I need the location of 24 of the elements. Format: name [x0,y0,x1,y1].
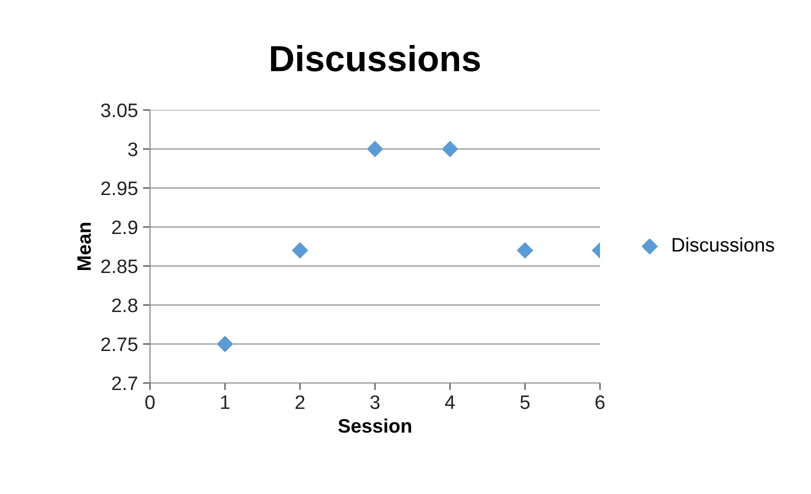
y-tick-label: 3 [128,142,138,156]
y-tick-label: 3.05 [101,103,138,118]
point [366,140,384,158]
x-tick-label: 1 [221,396,230,409]
x-tick-label: 2 [296,395,304,409]
point [292,242,308,259]
y-tick-label: 2.95 [101,181,138,196]
x-tick-label: 4 [445,396,455,409]
y-tick-label: 2.85 [101,259,138,274]
legend-label: Discussions [672,237,774,252]
y-tick-label: 2.75 [101,337,138,352]
x-tick-label: 3 [370,395,380,410]
y-tick-label: 2.9 [112,220,138,234]
point [216,336,234,352]
y-tick-label: 2.8 [112,298,138,312]
x-tick-label: 5 [520,396,530,410]
x-tick-label: 6 [596,395,605,410]
y-tick-label: 2.7 [112,376,138,390]
point [442,140,458,158]
x-tick-label: 0 [145,395,155,410]
point [516,242,534,259]
chart-title: Discussions [271,44,480,72]
y-axis-title: Mean [77,222,91,270]
x-axis-title: Session [338,418,412,433]
